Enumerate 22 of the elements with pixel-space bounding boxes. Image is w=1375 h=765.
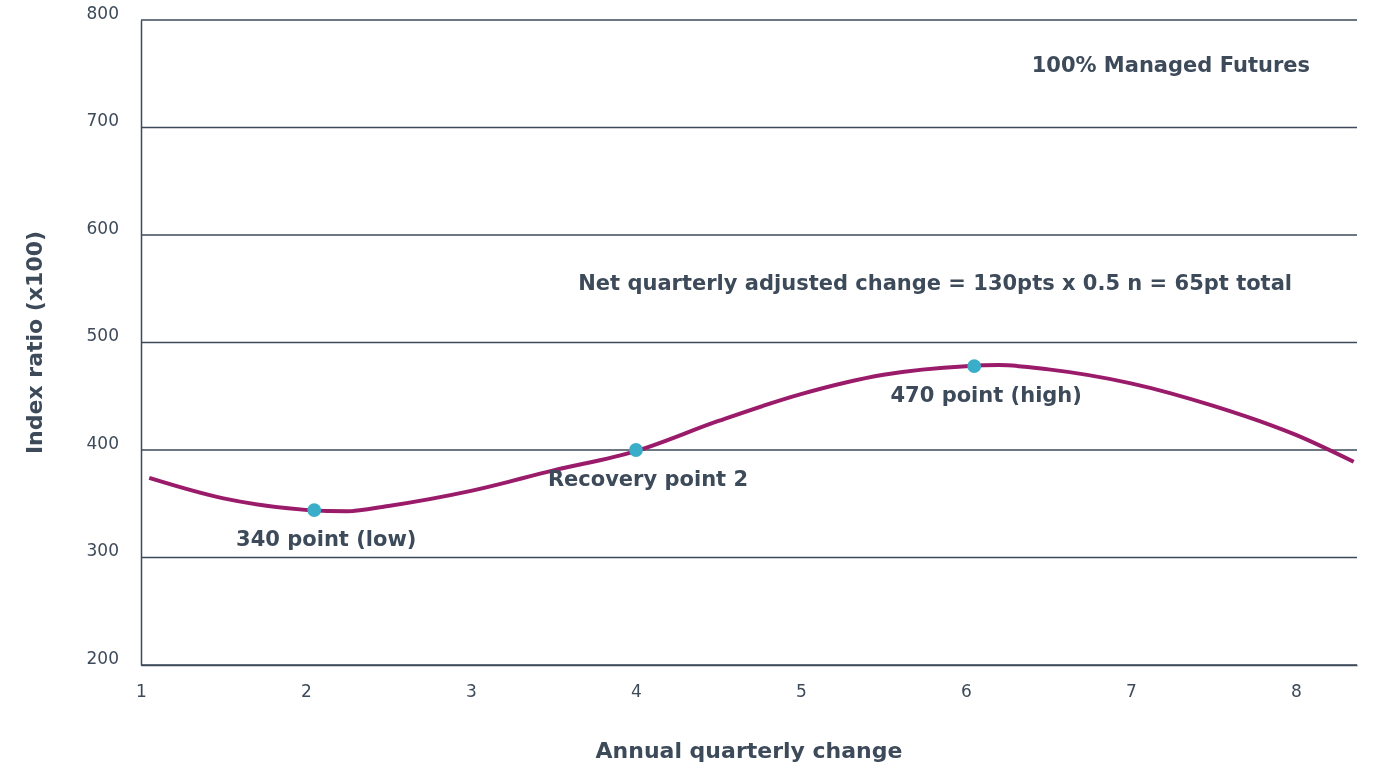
annotation: Net quarterly adjusted change = 130pts x 0.5 n = 65pt total — [578, 271, 1292, 295]
y-axis-title: Index ratio (x100) — [22, 230, 47, 455]
y-tick-label: 800 — [86, 2, 119, 23]
y-tick-label: 200 — [86, 647, 119, 668]
annotation: 340 point (low) — [236, 527, 417, 552]
annotation: 100% Managed Futures — [1031, 53, 1310, 77]
y-tick-label: 400 — [86, 432, 119, 453]
x-tick-label: 5 — [796, 681, 807, 702]
x-tick-label: 1 — [136, 681, 147, 702]
x-tick-label: 2 — [301, 681, 312, 702]
x-tick-label: 3 — [466, 681, 477, 702]
x-tick-label: 7 — [1126, 681, 1137, 702]
y-tick-label: 700 — [86, 110, 119, 131]
x-tick-label: 8 — [1291, 681, 1302, 702]
annotation: 470 point (high) — [890, 383, 1082, 408]
y-tick-label: 500 — [86, 325, 119, 346]
annotation: Recovery point 2 — [547, 467, 749, 491]
x-axis-title: Annual quarterly change — [595, 738, 903, 763]
x-tick-label: 4 — [631, 681, 642, 702]
x-tick-label: 6 — [961, 681, 972, 702]
y-tick-label: 600 — [86, 217, 119, 238]
y-tick-label: 300 — [86, 540, 119, 561]
